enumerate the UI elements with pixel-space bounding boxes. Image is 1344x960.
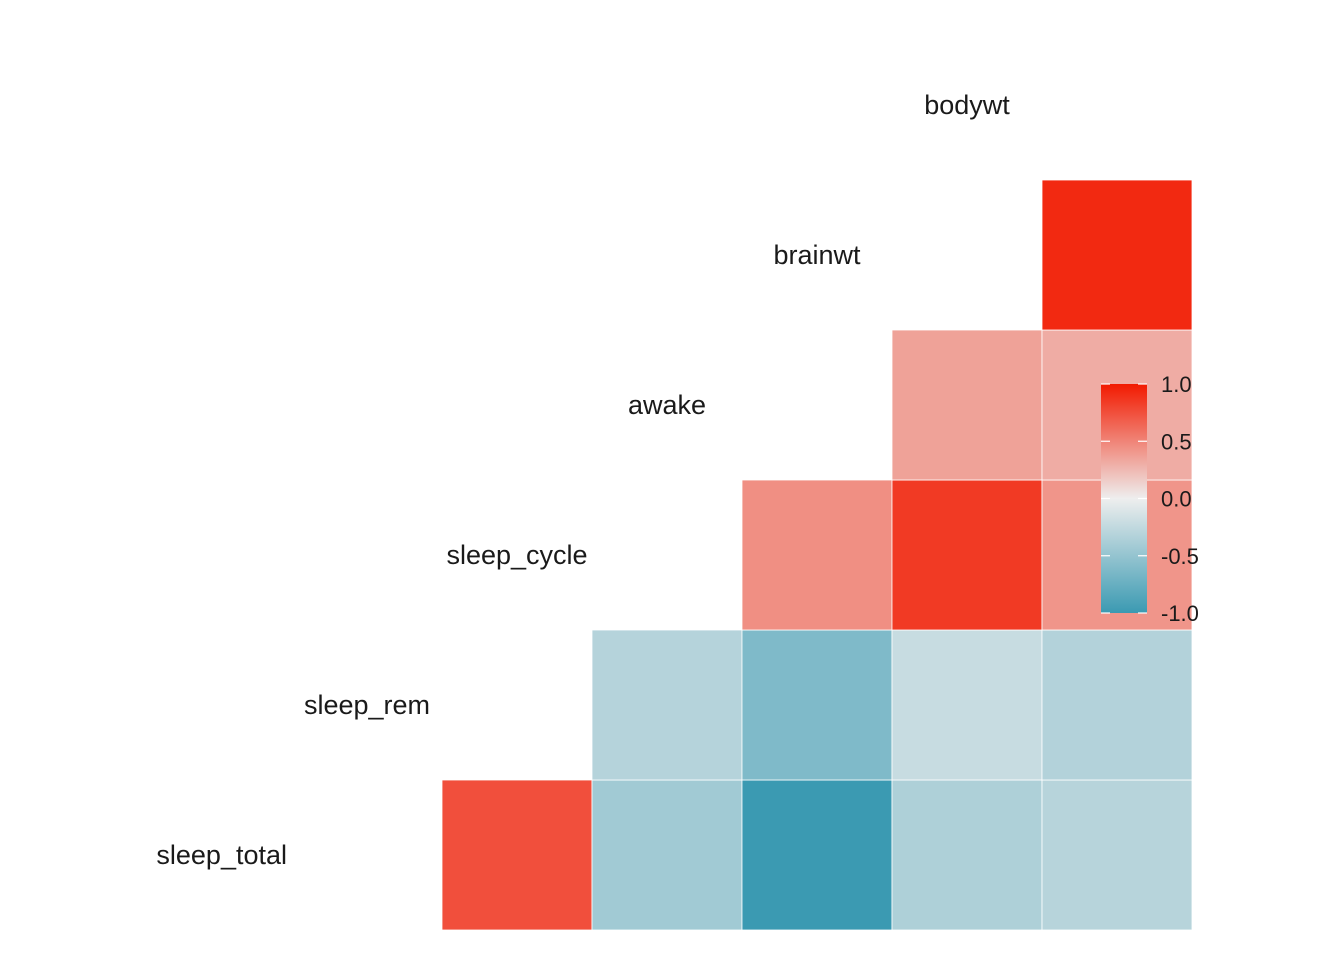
- variable-label-sleep_total: sleep_total: [156, 840, 287, 870]
- heatmap-cell-sleep_cycle-sleep_total: [591, 779, 743, 931]
- heatmap-cell-bodywt-brainwt: [1041, 179, 1193, 331]
- heatmap-cell-brainwt-sleep_cycle: [891, 479, 1043, 631]
- heatmap-cell-sleep_cycle-sleep_rem: [591, 629, 743, 781]
- variable-label-bodywt: bodywt: [924, 90, 1010, 120]
- variable-label-awake: awake: [628, 390, 706, 420]
- heatmap-cells: [441, 179, 1193, 931]
- heatmap-cell-sleep_rem-sleep_total: [441, 779, 593, 931]
- heatmap-cell-brainwt-sleep_rem: [891, 629, 1043, 781]
- heatmap-cell-awake-sleep_rem: [741, 629, 893, 781]
- legend-tick-label: 0.0: [1161, 487, 1192, 512]
- variable-label-brainwt: brainwt: [773, 240, 861, 270]
- variable-label-sleep_rem: sleep_rem: [304, 690, 430, 720]
- heatmap-cell-bodywt-sleep_total: [1041, 779, 1193, 931]
- heatmap-cell-brainwt-awake: [891, 329, 1043, 481]
- heatmap-cell-bodywt-sleep_rem: [1041, 629, 1193, 781]
- legend-ticks: 1.0 0.5 0.0 -0.5 -1.0: [1101, 372, 1199, 626]
- heatmap-cell-awake-sleep_cycle: [741, 479, 893, 631]
- variable-label-sleep_cycle: sleep_cycle: [446, 540, 587, 570]
- legend-tick-label: 1.0: [1161, 372, 1192, 397]
- legend-tick-label: 0.5: [1161, 429, 1192, 454]
- heatmap-cell-brainwt-sleep_total: [891, 779, 1043, 931]
- legend-tick-label: -0.5: [1161, 544, 1199, 569]
- color-legend: 1.0 0.5 0.0 -0.5 -1.0: [1101, 372, 1199, 626]
- legend-tick-label: -1.0: [1161, 601, 1199, 626]
- variable-labels: sleep_total sleep_rem sleep_cycle awake brai…: [156, 90, 1010, 870]
- heatmap-cell-awake-sleep_total: [741, 779, 893, 931]
